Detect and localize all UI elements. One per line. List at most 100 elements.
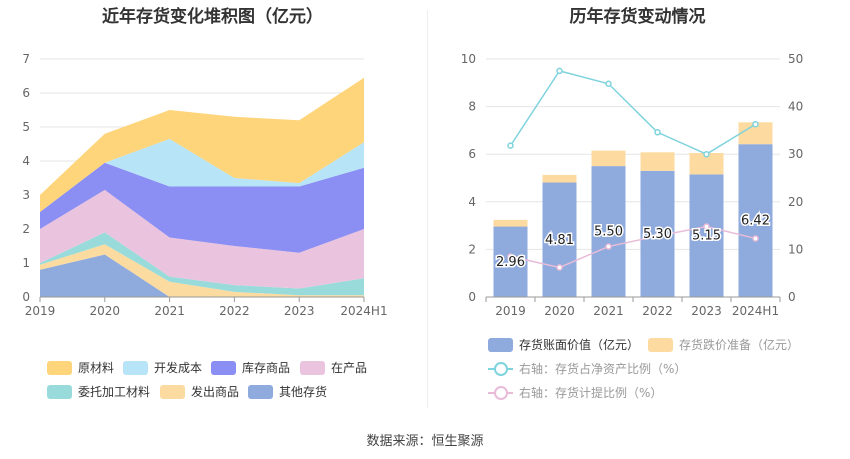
bar-存货跌价准备（亿元）	[738, 122, 773, 145]
line-point	[556, 67, 563, 75]
line-point	[703, 223, 710, 230]
bar-value-label: 5.50	[594, 225, 623, 240]
legend-swatch	[160, 384, 185, 399]
x-tick-label: 2022	[642, 304, 673, 318]
y-tick-label: 2	[468, 242, 476, 256]
legend-item-provision-ratio[interactable]: 右轴：存货计提比例（%）	[488, 384, 662, 401]
legend-swatch	[300, 360, 325, 375]
y-tick-label: 2	[22, 222, 30, 236]
x-tick-label: 2021	[593, 304, 624, 318]
legend-item-book-value[interactable]: 存货账面价值（亿元）	[488, 336, 639, 353]
y2-tick-label: 20	[788, 195, 803, 209]
y-tick-label: 0	[22, 290, 30, 304]
data-source: 数据来源：恒生聚源	[366, 434, 484, 449]
y-tick-label: 6	[22, 86, 30, 100]
legend-label: 开发成本	[154, 361, 203, 375]
line-point	[507, 253, 514, 260]
legend-swatch	[211, 360, 236, 375]
bar-value-label: 4.81	[545, 233, 574, 248]
area-原材料	[40, 77, 364, 212]
right-chart-title: 历年存货变动情况	[569, 7, 706, 27]
line-point	[654, 232, 661, 240]
bar-value-label: 5.30	[643, 227, 672, 242]
legend-label: 存货跌价准备（亿元）	[679, 338, 800, 352]
x-tick-label: 2023	[284, 304, 315, 318]
y2-tick-label: 0	[788, 290, 796, 304]
legend-item-consigned-materials[interactable]: 委托加工材料	[47, 383, 150, 400]
legend-label: 委托加工材料	[78, 385, 151, 399]
left-chart-title: 近年存货变化堆积图（亿元）	[102, 7, 323, 27]
x-tick-label: 2024H1	[732, 304, 779, 318]
x-tick-label: 2021	[154, 304, 185, 318]
area-库存商品	[40, 162, 364, 253]
y-tick-label: 4	[468, 195, 476, 209]
x-tick-label: 2023	[691, 304, 722, 318]
y-tick-label: 6	[468, 147, 476, 161]
x-tick-label: 2019	[495, 304, 526, 318]
x-tick-label: 2024H1	[340, 304, 387, 318]
legend-label: 发出商品	[191, 385, 240, 399]
legend-label: 库存商品	[242, 361, 291, 375]
x-tick-label: 2022	[219, 304, 250, 318]
line-point	[752, 120, 759, 128]
bar-存货账面价值（亿元）	[689, 174, 724, 297]
line-右轴：存货计提比例（%）	[510, 225, 756, 269]
area-委托加工材料	[40, 232, 364, 296]
bar-存货账面价值（亿元）	[542, 182, 577, 297]
legend-swatch	[47, 360, 72, 375]
legend-swatch	[248, 384, 273, 399]
y-tick-label: 3	[22, 188, 30, 202]
bar-存货跌价准备（亿元）	[689, 153, 724, 175]
legend-swatch	[123, 360, 148, 375]
legend-item-net-asset-ratio[interactable]: 右轴：存货占净资产比例（%）	[488, 360, 686, 377]
y2-tick-label: 40	[788, 100, 803, 114]
legend-swatch	[648, 337, 673, 352]
legend-item-other-inventory[interactable]: 其他存货	[248, 383, 327, 400]
bar-存货跌价准备（亿元）	[640, 152, 675, 171]
legend-label: 存货账面价值（亿元）	[519, 338, 640, 352]
y-tick-label: 5	[22, 120, 30, 134]
line-point	[605, 243, 612, 250]
legend-item-goods-shipped[interactable]: 发出商品	[160, 383, 239, 400]
legend-item-development-cost[interactable]: 开发成本	[123, 359, 202, 376]
x-tick-label: 2020	[90, 304, 121, 318]
y2-tick-label: 10	[788, 242, 803, 256]
stacked-area-chart: 0 1 2 3 4 5 6 7 2019 2020 2021 2022 2023 2024H1	[22, 52, 387, 318]
bar-存货账面价值（亿元）	[591, 166, 626, 297]
line-point	[605, 80, 612, 88]
y-tick-label: 1	[22, 256, 30, 270]
legend-label: 右轴：存货计提比例（%）	[519, 386, 663, 400]
bar-存货账面价值（亿元）	[493, 226, 528, 297]
legend-label: 原材料	[78, 361, 115, 375]
bar-value-label: 5.15	[692, 229, 721, 244]
bar-value-label: 2.96	[496, 255, 525, 270]
legend-swatch	[488, 337, 513, 352]
bar-存货跌价准备（亿元）	[591, 150, 626, 167]
bar-存货跌价准备（亿元）	[542, 174, 577, 183]
line-point	[703, 150, 710, 158]
legend-item-finished-goods[interactable]: 库存商品	[211, 359, 290, 376]
legend-line-marker	[488, 361, 513, 376]
legend-item-raw-materials[interactable]: 原材料	[47, 359, 114, 376]
area-在产品	[40, 189, 364, 289]
y-tick-label: 4	[22, 154, 30, 168]
legend-label: 在产品	[331, 361, 368, 375]
line-point	[556, 264, 563, 271]
area-发出商品	[40, 244, 364, 297]
line-point	[507, 142, 514, 149]
line-右轴：存货占净资产比例（%）	[509, 70, 756, 156]
x-tick-label: 2019	[25, 304, 56, 318]
legend-swatch	[47, 384, 72, 399]
area-开发成本	[40, 138, 364, 212]
bar-存货账面价值（亿元）	[738, 144, 773, 297]
y2-tick-label: 50	[788, 52, 803, 66]
legend-item-impairment[interactable]: 存货跌价准备（亿元）	[648, 336, 799, 353]
y2-tick-label: 30	[788, 147, 803, 161]
bar-存货账面价值（亿元）	[640, 170, 675, 297]
x-tick-label: 2020	[544, 304, 575, 318]
y-tick-label: 8	[468, 100, 476, 114]
legend-label: 右轴：存货占净资产比例（%）	[519, 362, 687, 376]
bar-存货跌价准备（亿元）	[493, 219, 528, 227]
area-其他存货	[40, 254, 364, 297]
legend-item-work-in-progress[interactable]: 在产品	[300, 359, 367, 376]
